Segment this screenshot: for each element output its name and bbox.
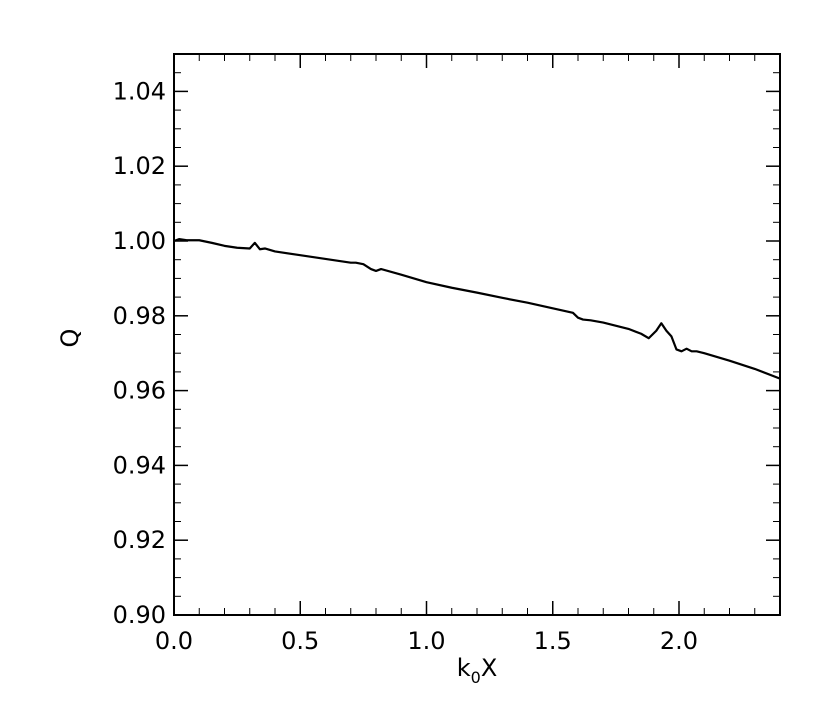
x-minor-ticks — [198, 54, 781, 615]
y-tick-label-1: 0.92 — [113, 526, 166, 554]
series-line-0 — [173, 238, 781, 380]
y-tick-label-2: 0.94 — [113, 451, 166, 479]
y-tick-label-0: 0.90 — [113, 601, 166, 629]
x-tick-labels: 0.0 0.5 1.0 1.5 2.0 — [155, 627, 698, 655]
y-tick-label-6: 1.02 — [113, 152, 166, 180]
x-tick-label-4: 2.0 — [660, 627, 698, 655]
x-tick-label-0: 0.0 — [155, 627, 193, 655]
x-axis-title-tail: X — [481, 654, 497, 682]
y-tick-labels: 0.90 0.92 0.94 0.96 0.98 1.00 1.02 1.04 — [113, 77, 166, 629]
y-major-ticks — [174, 90, 780, 616]
y-tick-label-4: 0.98 — [113, 302, 166, 330]
series-layer — [173, 238, 781, 380]
y-minor-ticks — [174, 53, 780, 597]
x-axis-title: k0X — [457, 654, 498, 687]
y-tick-label-7: 1.04 — [113, 77, 166, 105]
x-tick-label-3: 1.5 — [534, 627, 572, 655]
y-axis-title: Q — [56, 329, 84, 348]
x-major-ticks — [173, 54, 680, 615]
x-tick-label-1: 0.5 — [281, 627, 319, 655]
y-tick-label-5: 1.00 — [113, 227, 166, 255]
x-axis-title-main: k — [457, 654, 471, 682]
x-tick-label-2: 1.0 — [407, 627, 445, 655]
x-axis-title-subscript: 0 — [471, 668, 481, 687]
y-tick-label-3: 0.96 — [113, 377, 166, 405]
plot-frame — [173, 53, 781, 616]
